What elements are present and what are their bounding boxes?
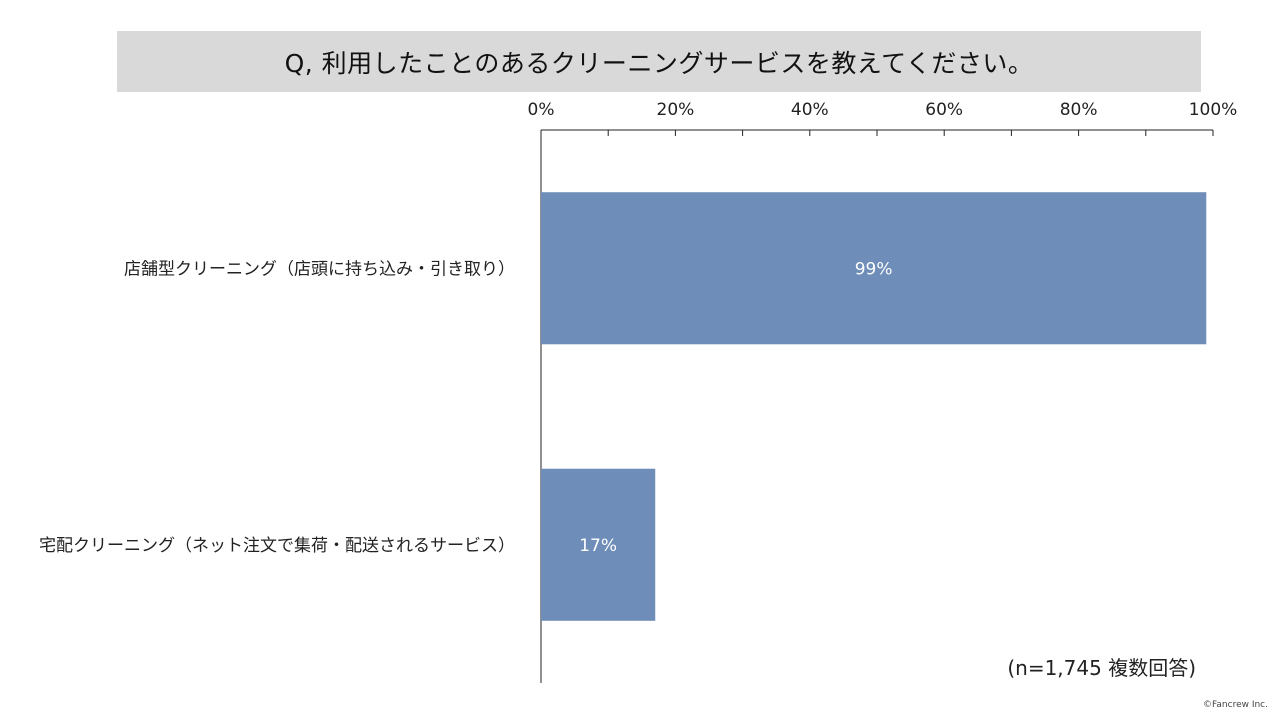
bar-value-label: 99% xyxy=(855,259,893,279)
copyright-credit: ©Fancrew Inc. xyxy=(1203,700,1268,710)
x-tick-label: 40% xyxy=(791,100,829,120)
bar-value-label: 17% xyxy=(579,536,617,556)
sample-note: (n=1,745 複数回答) xyxy=(1007,656,1196,680)
x-tick-label: 60% xyxy=(925,100,963,120)
x-tick-label: 20% xyxy=(657,100,695,120)
bar xyxy=(541,192,1207,345)
x-tick-label: 0% xyxy=(528,100,555,120)
bar xyxy=(541,468,656,621)
x-tick-label: 100% xyxy=(1189,100,1238,120)
category-label: 店舗型クリーニング（店頭に持ち込み・引き取り） xyxy=(124,259,515,279)
category-label: 宅配クリーニング（ネット注文で集荷・配送されるサービス） xyxy=(39,536,515,556)
title-bar: Q, 利用したことのあるクリーニングサービスを教えてください。 xyxy=(117,31,1201,92)
chart-title: Q, 利用したことのあるクリーニングサービスを教えてください。 xyxy=(284,48,1034,78)
x-tick-label: 80% xyxy=(1060,100,1098,120)
